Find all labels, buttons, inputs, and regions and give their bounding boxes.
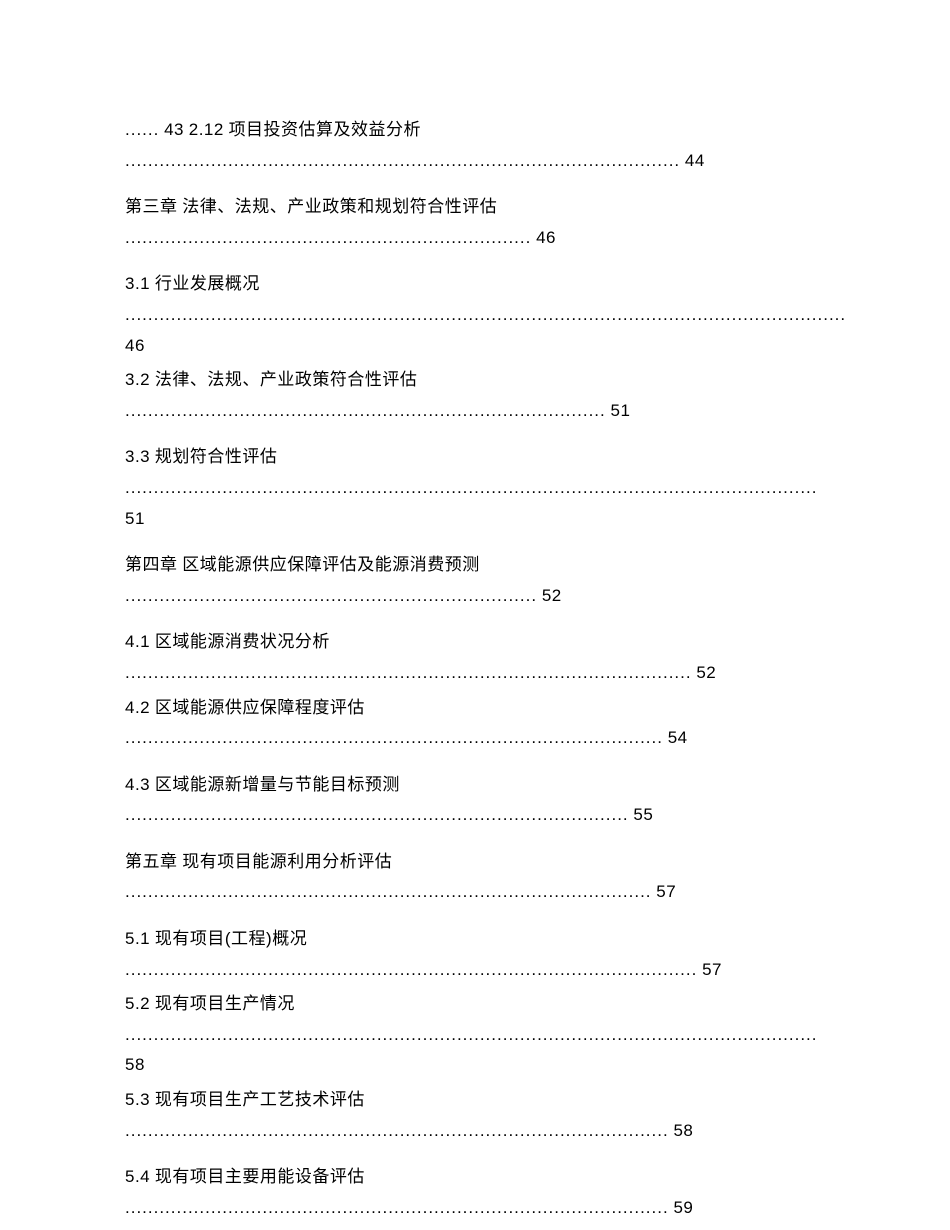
page-number: 58	[125, 1055, 145, 1074]
section-title: 现有项目生产工艺技术评估	[155, 1090, 365, 1109]
toc-entry-1: 第三章 法律、法规、产业政策和规划符合性评估..................…	[125, 192, 825, 253]
toc-entry-3: 3.2 法律、法规、产业政策符合性评估.....................…	[125, 365, 825, 426]
leader-dots: ........................................…	[125, 305, 846, 324]
toc-entry-2: 3.1 行业发展概况..............................…	[125, 269, 825, 361]
page-number: 58	[673, 1121, 693, 1140]
page-number: 51	[610, 401, 630, 420]
section-title: 区域能源供应保障评估及能源消费预测	[182, 555, 480, 574]
page-number: 55	[633, 805, 653, 824]
toc-entry-7: 4.2 区域能源供应保障程度评估........................…	[125, 693, 825, 754]
section-num: 4.1	[125, 632, 150, 651]
section-title: 法律、法规、产业政策符合性评估	[155, 370, 418, 389]
page-number: 59	[673, 1198, 693, 1217]
page-number: 46	[536, 228, 556, 247]
section-title: 区域能源新增量与节能目标预测	[155, 775, 400, 794]
section-title: 行业发展概况	[155, 274, 260, 293]
page-number: 52	[696, 663, 716, 682]
section-title: 区域能源供应保障程度评估	[155, 698, 365, 717]
leader-dots: ........................................…	[125, 1025, 818, 1044]
toc-entry-13: 5.4 现有项目主要用能设备评估........................…	[125, 1162, 825, 1223]
page-number: 44	[685, 151, 705, 170]
section-title: 现有项目能源利用分析评估	[182, 852, 392, 871]
section-title: 现有项目(工程)概况	[155, 929, 307, 948]
prefix-dots: ......	[125, 120, 159, 139]
page-number: 52	[542, 586, 562, 605]
section-title: 现有项目主要用能设备评估	[155, 1167, 365, 1186]
leader-dots: ........................................…	[125, 1121, 669, 1140]
leader-dots: ........................................…	[125, 401, 606, 420]
section-num: 3.1	[125, 274, 150, 293]
section-num: 5.3	[125, 1090, 150, 1109]
section-title: 区域能源消费状况分析	[155, 632, 330, 651]
toc-entry-9: 第五章 现有项目能源利用分析评估........................…	[125, 847, 825, 908]
leader-dots: ........................................…	[125, 586, 537, 605]
section-title: 现有项目生产情况	[155, 994, 295, 1013]
page-number: 51	[125, 509, 145, 528]
toc-entry-5: 第四章 区域能源供应保障评估及能源消费预测...................…	[125, 550, 825, 611]
leader-dots: ........................................…	[125, 228, 531, 247]
section-num: 3.3	[125, 447, 150, 466]
toc-entry-0: ...... 43 2.12 项目投资估算及效益分析..............…	[125, 115, 825, 176]
toc-entry-4: 3.3 规划符合性评估.............................…	[125, 442, 825, 534]
section-num: 5.1	[125, 929, 150, 948]
section-num: 4.3	[125, 775, 150, 794]
toc-entry-10: 5.1 现有项目(工程)概况..........................…	[125, 924, 825, 985]
toc-entry-6: 4.1 区域能源消费状况分析..........................…	[125, 627, 825, 688]
page-number: 54	[668, 728, 688, 747]
section-num: 第五章	[125, 852, 178, 871]
page-number: 57	[656, 882, 676, 901]
section-num: 2.12	[189, 120, 224, 139]
section-num: 3.2	[125, 370, 150, 389]
leader-dots: ........................................…	[125, 728, 663, 747]
section-title: 法律、法规、产业政策和规划符合性评估	[182, 197, 497, 216]
toc-entry-12: 5.3 现有项目生产工艺技术评估........................…	[125, 1085, 825, 1146]
leader-dots: ........................................…	[125, 151, 680, 170]
section-num: 第四章	[125, 555, 178, 574]
leader-dots: ........................................…	[125, 805, 629, 824]
page-number: 57	[702, 960, 722, 979]
section-title: 规划符合性评估	[155, 447, 278, 466]
toc-entry-8: 4.3 区域能源新增量与节能目标预测......................…	[125, 770, 825, 831]
toc-entry-11: 5.2 现有项目生产情况............................…	[125, 989, 825, 1081]
page-number: 46	[125, 336, 145, 355]
section-num: 5.2	[125, 994, 150, 1013]
leader-dots: ........................................…	[125, 960, 697, 979]
leader-dots: ........................................…	[125, 478, 818, 497]
section-title: 项目投资估算及效益分析	[229, 120, 422, 139]
prefix-page: 43	[164, 120, 184, 139]
leader-dots: ........................................…	[125, 1198, 669, 1217]
leader-dots: ........................................…	[125, 882, 652, 901]
toc-container: ...... 43 2.12 项目投资估算及效益分析..............…	[125, 115, 825, 1223]
leader-dots: ........................................…	[125, 663, 692, 682]
section-num: 4.2	[125, 698, 150, 717]
section-num: 5.4	[125, 1167, 150, 1186]
section-num: 第三章	[125, 197, 178, 216]
